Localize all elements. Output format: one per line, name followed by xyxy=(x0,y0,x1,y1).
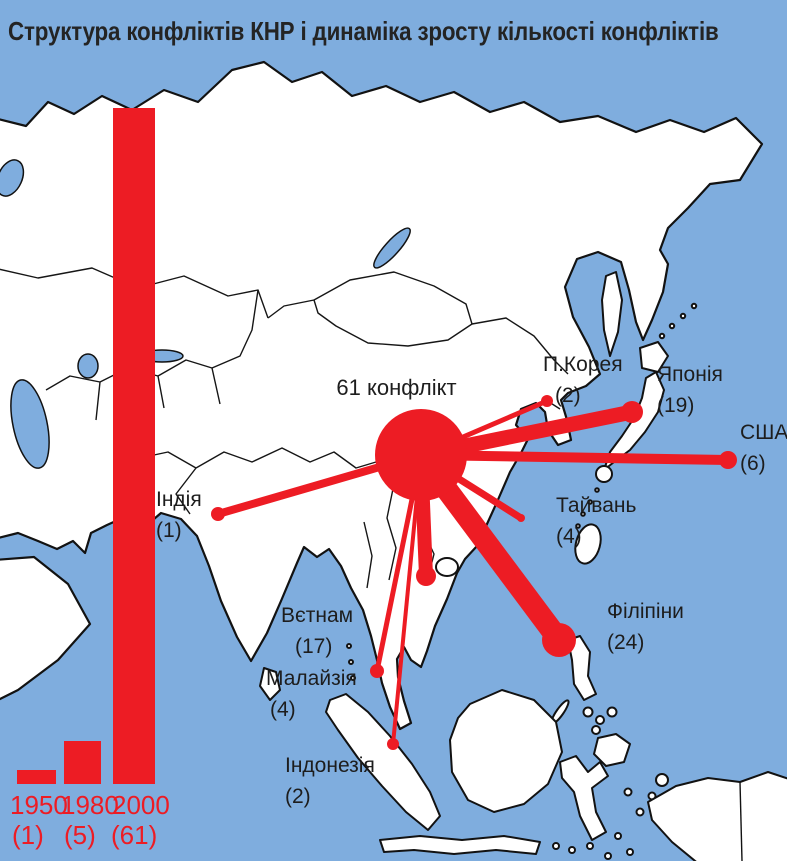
spoke-endpoint-indonesia xyxy=(387,738,399,750)
year-label-1980: 1980 xyxy=(61,790,119,820)
bar-1950 xyxy=(17,770,56,784)
value-label-1950: (1) xyxy=(12,820,44,850)
label-malaysia: Малайзія xyxy=(266,667,357,690)
label-india: Індія xyxy=(156,488,202,511)
count-n-korea: (2) xyxy=(555,384,581,407)
spoke-endpoint-japan xyxy=(621,401,643,423)
bar-2000 xyxy=(113,108,155,784)
spoke-endpoint-n-korea xyxy=(541,395,553,407)
spoke-usa xyxy=(420,450,729,465)
infographic-title: Структура конфліктів КНР і динаміка зрос… xyxy=(8,16,719,46)
spoke-endpoint-usa xyxy=(719,451,737,469)
spoke-endpoint-philippines xyxy=(542,623,576,657)
spoke-endpoint-vietnam xyxy=(416,566,436,586)
caspian-sea xyxy=(10,379,50,469)
year-label-1950: 1950 xyxy=(10,790,68,820)
luzon-island xyxy=(567,635,597,701)
country-borders xyxy=(0,267,569,589)
count-usa: (6) xyxy=(740,452,766,475)
count-vietnam: (17) xyxy=(295,635,333,658)
bar-1980 xyxy=(64,741,101,784)
white-sea xyxy=(0,159,25,197)
conflict-hub-marker xyxy=(375,409,467,501)
label-n-korea: П.Корея xyxy=(543,353,623,376)
label-vietnam: Вєтнам xyxy=(281,604,354,627)
arabia-landmass xyxy=(0,555,92,701)
count-india: (1) xyxy=(156,519,182,542)
mindanao-island xyxy=(593,733,631,767)
label-japan: Японія xyxy=(657,363,723,386)
sulawesi-island xyxy=(559,755,609,841)
lake-baikal xyxy=(373,227,411,269)
value-label-1980: (5) xyxy=(64,820,96,850)
taiwan-island xyxy=(574,523,602,565)
spoke-endpoint-india xyxy=(211,507,225,521)
hokkaido-island xyxy=(639,341,669,373)
sakhalin-island xyxy=(601,271,623,357)
spoke-endpoint-taiwan xyxy=(517,514,525,522)
spoke-indonesia xyxy=(391,454,423,745)
java-island xyxy=(379,835,541,855)
label-indonesia: Індонезія xyxy=(285,754,375,777)
label-usa: США xyxy=(740,421,787,444)
hub-label: 61 конфлікт xyxy=(336,375,457,400)
count-indonesia: (2) xyxy=(285,785,311,808)
mongolia-border xyxy=(313,271,473,347)
label-philippines: Філіпіни xyxy=(607,600,684,623)
count-japan: (19) xyxy=(657,394,695,417)
spoke-endpoint-malaysia xyxy=(370,664,384,678)
value-label-2000: (61) xyxy=(111,820,158,850)
count-philippines: (24) xyxy=(607,631,645,654)
sumatra-island xyxy=(325,693,441,831)
count-taiwan: (4) xyxy=(556,525,582,548)
islands xyxy=(259,271,787,861)
asia-landmass xyxy=(0,60,764,731)
hainan-island xyxy=(435,557,459,577)
year-label-2000: 2000 xyxy=(112,790,170,820)
new-guinea-island xyxy=(647,771,787,861)
sri-lanka-island xyxy=(259,667,281,701)
kyushu-island xyxy=(595,465,613,483)
count-malaysia: (4) xyxy=(270,698,296,721)
label-taiwan: Тайвань xyxy=(556,494,637,517)
borneo-island xyxy=(449,689,563,813)
conflict-overlay xyxy=(17,108,737,784)
aral-sea xyxy=(77,353,99,379)
